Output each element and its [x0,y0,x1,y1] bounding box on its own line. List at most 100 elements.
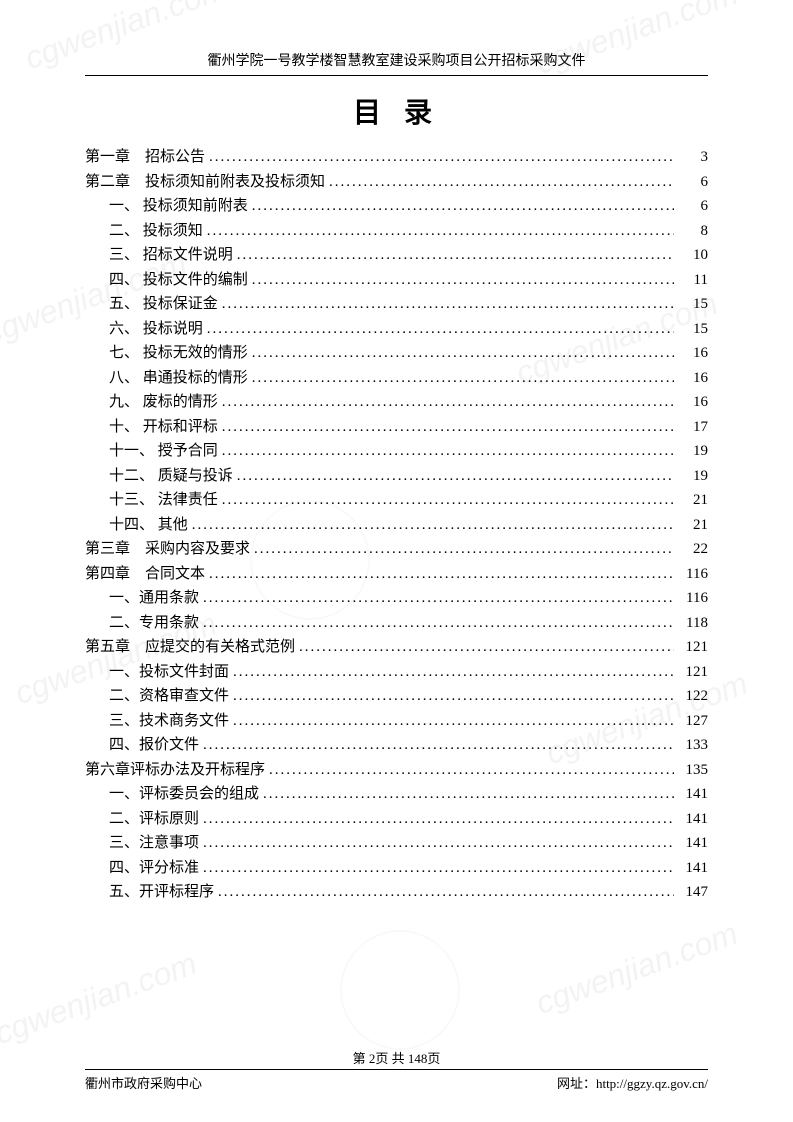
toc-entry-label: 八、 串通投标的情形 [109,367,248,390]
toc-dots [209,146,674,169]
toc-entry-page: 15 [678,293,708,316]
toc-entry-label: 五、 投标保证金 [109,293,218,316]
toc-entry: 一、通用条款116 [85,587,708,610]
toc-entry-label: 十一、 授予合同 [109,440,218,463]
toc-dots [203,612,674,635]
toc-dots [263,783,674,806]
toc-entry-label: 一、 投标须知前附表 [109,195,248,218]
toc-entry-label: 第一章 招标公告 [85,146,205,169]
toc-dots [203,857,674,880]
toc-entry: 十、 开标和评标 17 [85,416,708,439]
toc-entry-page: 16 [678,367,708,390]
toc-dots [203,734,674,757]
toc-entry: 第三章 采购内容及要求22 [85,538,708,561]
toc-dots [222,293,674,316]
toc-dots [252,342,674,365]
toc-dots [254,538,674,561]
toc-entry: 九、 废标的情形 16 [85,391,708,414]
toc-entry-label: 三、 招标文件说明 [109,244,233,267]
toc-entry-label: 三、技术商务文件 [109,710,229,733]
toc-entry-page: 22 [678,538,708,561]
toc-entry-page: 141 [678,832,708,855]
toc-entry-page: 21 [678,514,708,537]
toc-entry-page: 118 [678,612,708,635]
toc-entry-page: 16 [678,391,708,414]
toc-entry-page: 121 [678,661,708,684]
toc-entry-label: 二、专用条款 [109,612,199,635]
toc-entry-page: 19 [678,465,708,488]
toc-entry: 二、资格审查文件122 [85,685,708,708]
toc-dots [192,514,674,537]
toc-entry-page: 127 [678,710,708,733]
toc-entry-label: 二、评标原则 [109,808,199,831]
toc-entry-label: 十四、 其他 [109,514,188,537]
toc-entry: 六、 投标说明15 [85,318,708,341]
toc-entry: 十四、 其他 21 [85,514,708,537]
toc-dots [222,391,674,414]
toc-list: 第一章 招标公告3第二章 投标须知前附表及投标须知6一、 投标须知前附表6二、 … [85,146,708,904]
toc-entry-label: 十三、 法律责任 [109,489,218,512]
toc-entry: 五、 投标保证金 15 [85,293,708,316]
toc-entry: 四、报价文件 133 [85,734,708,757]
page-content: 衢州学院一号教学楼智慧教室建设采购项目公开招标采购文件 目 录 第一章 招标公告… [0,0,793,946]
toc-entry-label: 六、 投标说明 [109,318,203,341]
toc-entry-label: 第四章 合同文本 [85,563,205,586]
toc-entry: 一、投标文件封面121 [85,661,708,684]
toc-entry: 第一章 招标公告3 [85,146,708,169]
toc-entry-label: 五、开评标程序 [109,881,214,904]
toc-entry-page: 141 [678,783,708,806]
toc-dots [203,587,674,610]
toc-dots [252,269,674,292]
toc-entry-page: 133 [678,734,708,757]
toc-entry-label: 九、 废标的情形 [109,391,218,414]
toc-entry: 三、 招标文件说明 10 [85,244,708,267]
toc-dots [222,440,674,463]
toc-dots [207,318,674,341]
toc-entry-page: 10 [678,244,708,267]
toc-entry: 十二、 质疑与投诉19 [85,465,708,488]
toc-entry: 一、评标委员会的组成141 [85,783,708,806]
toc-entry-page: 141 [678,857,708,880]
toc-dots [233,685,674,708]
toc-entry-label: 四、评分标准 [109,857,199,880]
toc-entry: 十三、 法律责任 21 [85,489,708,512]
toc-entry-label: 二、 投标须知 [109,220,203,243]
page-number: 第 2页 共 148页 [0,1048,793,1067]
toc-entry: 五、开评标程序 147 [85,881,708,904]
toc-entry: 二、评标原则141 [85,808,708,831]
toc-entry-page: 6 [678,171,708,194]
toc-dots [209,563,674,586]
footer-right: 网址：http://ggzy.qz.gov.cn/ [557,1073,708,1092]
toc-entry-page: 21 [678,489,708,512]
toc-dots [207,220,674,243]
toc-entry-page: 147 [678,881,708,904]
toc-dots [233,710,674,733]
toc-dots [237,465,674,488]
toc-entry: 七、 投标无效的情形16 [85,342,708,365]
toc-dots [233,661,674,684]
toc-entry-label: 十、 开标和评标 [109,416,218,439]
toc-entry-page: 11 [678,269,708,292]
toc-entry-page: 19 [678,440,708,463]
toc-entry-page: 135 [678,759,708,782]
toc-dots [252,367,674,390]
toc-dots [222,416,674,439]
toc-dots [203,808,674,831]
toc-entry: 第六章评标办法及开标程序 135 [85,759,708,782]
circle-watermark [340,930,460,1050]
toc-dots [218,881,674,904]
toc-entry-label: 第六章评标办法及开标程序 [85,759,265,782]
toc-entry-page: 116 [678,563,708,586]
toc-entry-page: 16 [678,342,708,365]
toc-entry: 一、 投标须知前附表6 [85,195,708,218]
toc-entry-page: 121 [678,636,708,659]
toc-entry-page: 122 [678,685,708,708]
toc-entry: 四、 投标文件的编制11 [85,269,708,292]
toc-entry-page: 17 [678,416,708,439]
toc-dots [329,171,674,194]
toc-entry-label: 四、报价文件 [109,734,199,757]
toc-dots [237,244,674,267]
footer-left: 衢州市政府采购中心 [85,1073,202,1092]
toc-entry-page: 116 [678,587,708,610]
toc-dots [203,832,674,855]
